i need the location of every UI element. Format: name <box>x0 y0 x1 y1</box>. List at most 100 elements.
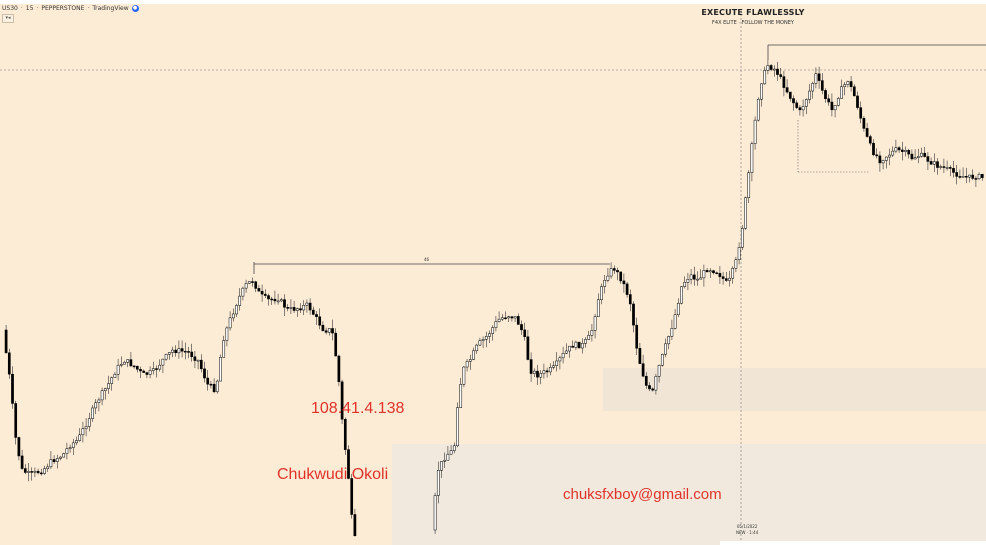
candle[interactable] <box>632 301 635 333</box>
candle[interactable] <box>545 367 549 378</box>
candle[interactable] <box>321 321 325 332</box>
candle[interactable] <box>651 387 655 392</box>
candle[interactable] <box>331 319 334 341</box>
candle[interactable] <box>311 306 315 316</box>
candle[interactable] <box>539 369 543 385</box>
candle[interactable] <box>504 311 507 320</box>
candle[interactable] <box>731 266 735 284</box>
candle[interactable] <box>628 289 632 312</box>
candle[interactable] <box>939 164 943 170</box>
candle[interactable] <box>183 342 187 360</box>
candle[interactable] <box>769 63 773 72</box>
candle[interactable] <box>724 271 728 282</box>
candle[interactable] <box>916 148 920 164</box>
candle[interactable] <box>158 359 162 372</box>
candle[interactable] <box>760 83 763 107</box>
candle[interactable] <box>958 169 962 179</box>
candle[interactable] <box>536 364 539 385</box>
candle[interactable] <box>174 345 178 357</box>
candle[interactable] <box>964 167 968 184</box>
candle[interactable] <box>257 284 261 292</box>
candle[interactable] <box>926 152 930 171</box>
candle[interactable] <box>836 96 840 107</box>
candle[interactable] <box>235 303 238 318</box>
candle[interactable] <box>36 468 40 475</box>
candle[interactable] <box>443 452 447 469</box>
candle[interactable] <box>920 147 923 158</box>
candle[interactable] <box>881 159 885 170</box>
candle[interactable] <box>753 116 757 150</box>
candle[interactable] <box>475 343 479 354</box>
candle[interactable] <box>689 268 693 285</box>
candle[interactable] <box>891 146 895 158</box>
candle[interactable] <box>683 276 687 289</box>
candle[interactable] <box>980 173 984 181</box>
candle[interactable] <box>20 449 24 470</box>
candle[interactable] <box>305 299 309 313</box>
candle[interactable] <box>43 465 46 475</box>
candle[interactable] <box>740 225 744 250</box>
candle[interactable] <box>900 141 904 161</box>
candle[interactable] <box>897 145 901 153</box>
candle[interactable] <box>561 346 565 364</box>
candle[interactable] <box>302 300 306 316</box>
candle[interactable] <box>670 319 674 340</box>
candle[interactable] <box>763 66 767 85</box>
candle[interactable] <box>609 262 613 279</box>
candle[interactable] <box>171 346 174 358</box>
candle[interactable] <box>843 81 847 96</box>
candle[interactable] <box>241 286 245 301</box>
candle[interactable] <box>279 297 283 303</box>
candle[interactable] <box>929 157 933 165</box>
candle[interactable] <box>648 382 651 392</box>
candle[interactable] <box>30 467 34 481</box>
candle[interactable] <box>635 317 639 355</box>
candle[interactable] <box>513 316 517 323</box>
candle[interactable] <box>804 98 808 115</box>
candle[interactable] <box>55 454 59 469</box>
candle[interactable] <box>145 371 149 379</box>
candle[interactable] <box>315 311 318 326</box>
candle[interactable] <box>616 267 619 281</box>
candle[interactable] <box>904 146 907 157</box>
candle[interactable] <box>692 266 696 286</box>
candle[interactable] <box>206 370 210 391</box>
candle[interactable] <box>715 271 719 275</box>
candle[interactable] <box>510 316 514 322</box>
candle[interactable] <box>705 267 709 273</box>
candle[interactable] <box>961 167 965 178</box>
candle[interactable] <box>728 270 731 287</box>
candle[interactable] <box>292 300 296 313</box>
candle[interactable] <box>71 438 75 456</box>
candle[interactable] <box>167 352 171 360</box>
candle[interactable] <box>209 380 213 389</box>
candle[interactable] <box>449 445 453 455</box>
candle[interactable] <box>436 461 440 504</box>
candle[interactable] <box>827 94 831 106</box>
candle[interactable] <box>564 343 568 355</box>
candle[interactable] <box>273 290 277 305</box>
candle[interactable] <box>654 373 658 395</box>
candle[interactable] <box>488 330 491 344</box>
candle[interactable] <box>276 293 280 305</box>
candle[interactable] <box>708 268 712 278</box>
candle[interactable] <box>91 405 94 422</box>
candle[interactable] <box>299 303 302 313</box>
candle[interactable] <box>776 61 779 81</box>
candle[interactable] <box>78 428 82 442</box>
candle[interactable] <box>119 356 123 368</box>
candle[interactable] <box>87 412 91 432</box>
candle[interactable] <box>135 365 139 373</box>
candle[interactable] <box>865 122 869 138</box>
candle[interactable] <box>932 153 936 173</box>
candle[interactable] <box>942 158 946 174</box>
candle[interactable] <box>334 328 338 357</box>
candle[interactable] <box>318 308 322 330</box>
candle[interactable] <box>459 377 463 408</box>
candle[interactable] <box>756 97 760 122</box>
candle[interactable] <box>660 353 664 367</box>
candle[interactable] <box>123 360 126 365</box>
candle[interactable] <box>164 353 168 361</box>
candle[interactable] <box>126 359 130 368</box>
candle[interactable] <box>177 340 181 359</box>
